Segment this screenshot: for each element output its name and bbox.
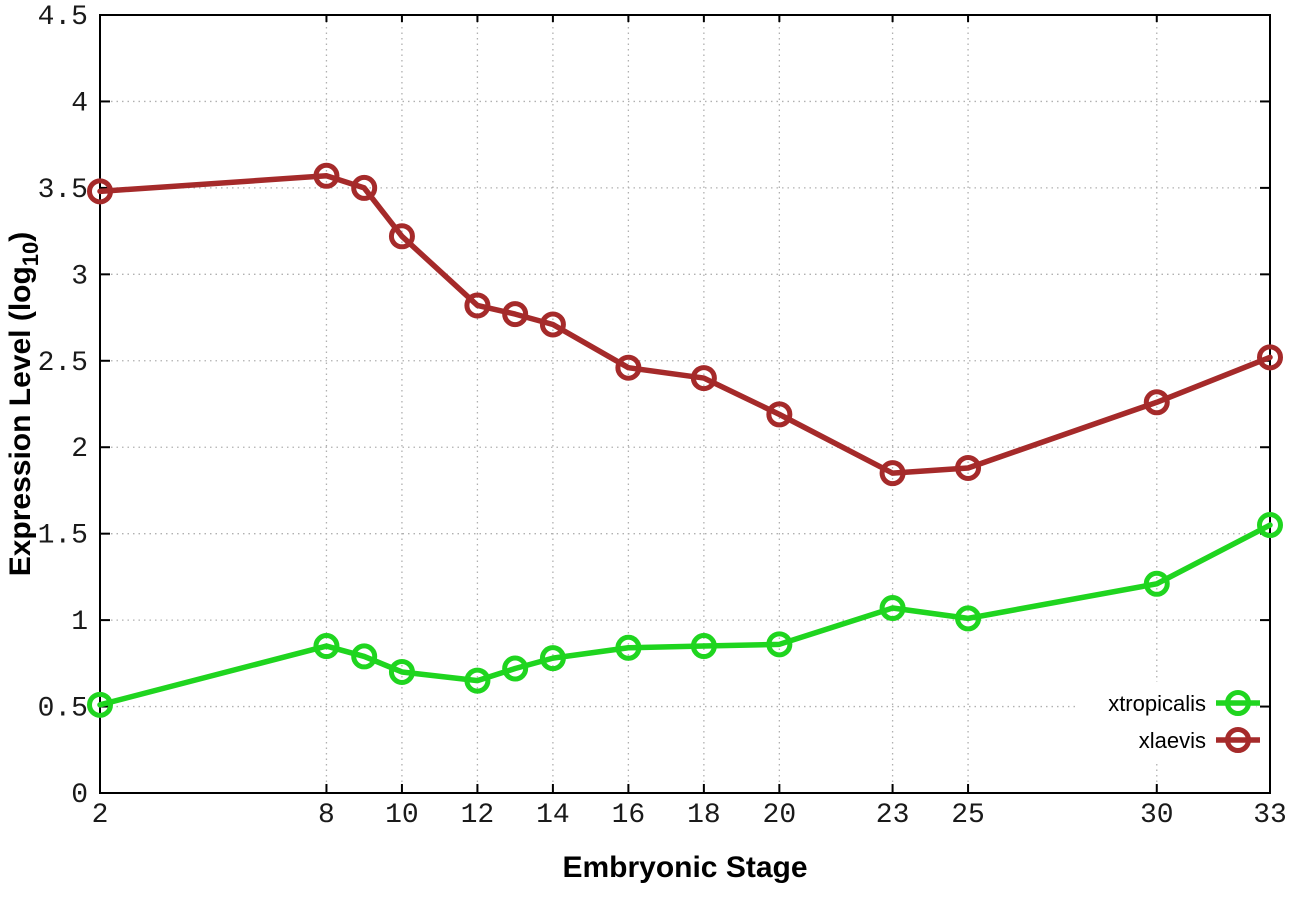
- y-tick-label-3: 3: [71, 261, 88, 292]
- marker-xlaevis-2: [87, 178, 113, 205]
- marker-xlaevis-33: [1257, 344, 1283, 371]
- axes-layer: 2 8 10 12 14 16 18 20 23 25 30 33 0 0.5 1 1.5 2 2.5 3 3.5 4 4…: [38, 2, 1287, 831]
- x-tick-label-18: 18: [687, 800, 721, 831]
- marker-xlaevis-20: [766, 401, 793, 428]
- marker-xlaevis-30: [1143, 389, 1170, 416]
- legend: xtropicalis xlaevis: [1076, 682, 1260, 760]
- x-tick-label-8: 8: [318, 800, 335, 831]
- legend-backing: [1076, 682, 1256, 760]
- marker-xlaevis-16: [615, 354, 642, 381]
- y-axis-title-main: Expression Level (log: [4, 266, 37, 576]
- marker-xtropicalis-23: [879, 595, 906, 622]
- x-tick-label-2: 2: [92, 800, 109, 831]
- x-tick-label-12: 12: [461, 800, 495, 831]
- marker-xtropicalis-18: [690, 633, 717, 660]
- y-axis-title: Expression Level (log10): [4, 232, 43, 577]
- y-tick-label-1: 1: [71, 607, 88, 638]
- marker-xtropicalis-8: [313, 633, 340, 660]
- y-tick-label-4.5: 4.5: [38, 2, 88, 33]
- marker-xlaevis-10: [388, 223, 415, 250]
- marker-xtropicalis-9: [351, 643, 378, 670]
- x-tick-label-10: 10: [385, 800, 419, 831]
- legend-label-xtropicalis: xtropicalis: [1108, 691, 1206, 716]
- y-axis-title-subscript: 10: [18, 242, 43, 266]
- x-tick-label-25: 25: [951, 800, 985, 831]
- marker-xtropicalis-25: [955, 605, 982, 632]
- marker-xlaevis-12: [464, 292, 491, 319]
- marker-xtropicalis-10: [388, 658, 415, 685]
- x-tick-label-23: 23: [876, 800, 910, 831]
- y-tick-label-1.5: 1.5: [38, 521, 88, 552]
- x-tick-label-16: 16: [612, 800, 646, 831]
- marker-xlaevis-13: [502, 301, 529, 328]
- x-tick-label-33: 33: [1253, 800, 1287, 831]
- y-tick-label-2: 2: [71, 434, 88, 465]
- marker-xtropicalis-13: [502, 655, 529, 682]
- series-line-xlaevis: [97, 173, 1273, 476]
- x-axis-title: Embryonic Stage: [562, 851, 807, 884]
- marker-xlaevis-14: [539, 311, 566, 338]
- marker-xtropicalis-30: [1143, 570, 1170, 597]
- y-axis-title-close: ): [4, 232, 37, 242]
- legend-marker-xlaevis: [1225, 727, 1251, 753]
- marker-xlaevis-8: [313, 162, 340, 189]
- legend-marker-xtropicalis: [1225, 690, 1251, 716]
- plot-border: [99, 14, 1271, 794]
- y-tick-label-3.5: 3.5: [38, 175, 88, 206]
- marker-xtropicalis-33: [1257, 512, 1283, 539]
- x-tick-label-14: 14: [536, 800, 570, 831]
- series-line-xtropicalis: [97, 522, 1273, 708]
- x-tick-label-30: 30: [1140, 800, 1174, 831]
- x-tick-label-20: 20: [763, 800, 797, 831]
- marker-xlaevis-23: [879, 460, 906, 487]
- series-layer: [87, 162, 1283, 718]
- marker-xtropicalis-16: [615, 634, 642, 661]
- marker-xtropicalis-20: [766, 631, 793, 658]
- marker-xtropicalis-14: [539, 645, 566, 672]
- y-tick-label-0: 0: [71, 780, 88, 811]
- marker-xlaevis-18: [690, 365, 717, 392]
- y-tick-label-0.5: 0.5: [38, 694, 88, 725]
- marker-xtropicalis-12: [464, 667, 491, 694]
- y-tick-label-2.5: 2.5: [38, 348, 88, 379]
- grid-layer: [100, 15, 1270, 793]
- legend-label-xlaevis: xlaevis: [1139, 728, 1206, 753]
- marker-xlaevis-9: [351, 174, 378, 201]
- marker-xtropicalis-2: [87, 691, 113, 718]
- y-tick-label-4: 4: [71, 88, 88, 119]
- marker-xlaevis-25: [955, 454, 982, 481]
